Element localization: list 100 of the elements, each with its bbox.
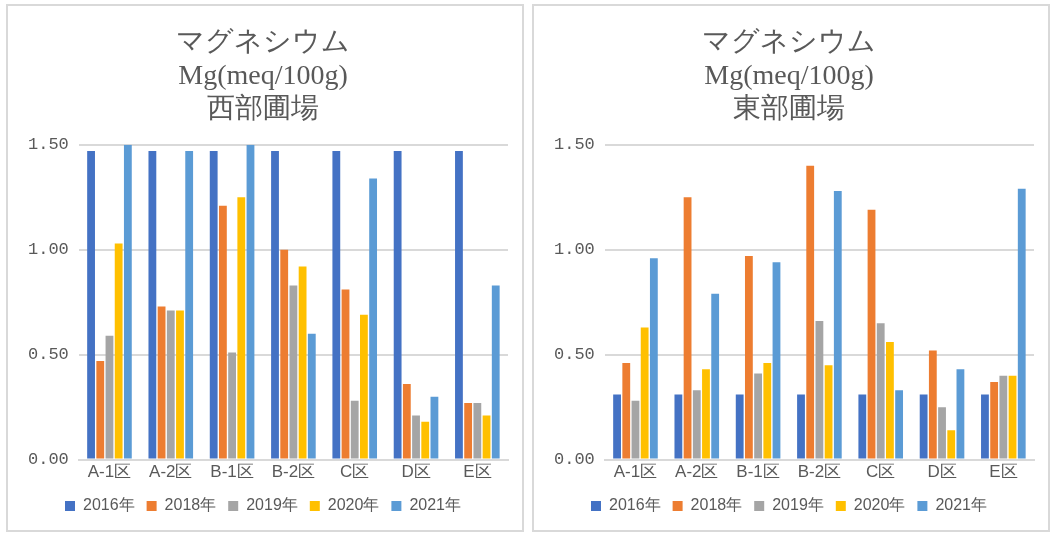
x-tick-label: C区 bbox=[340, 462, 370, 482]
x-tick-label: B-1区 bbox=[736, 462, 780, 482]
bar bbox=[157, 306, 166, 459]
bar bbox=[999, 375, 1008, 459]
x-tick-label: E区 bbox=[989, 462, 1018, 482]
bar bbox=[981, 394, 989, 459]
bar bbox=[491, 285, 500, 459]
bar bbox=[289, 285, 298, 459]
x-tick-label: D区 bbox=[927, 462, 957, 482]
y-tick-label: 0.50 bbox=[553, 345, 595, 365]
bar bbox=[772, 262, 781, 459]
bar bbox=[360, 314, 368, 459]
bar bbox=[332, 151, 341, 459]
x-tick-label: E区 bbox=[463, 462, 492, 482]
y-tick-label: 1.50 bbox=[27, 135, 69, 155]
bar bbox=[455, 151, 463, 459]
legend-label: 2019年 bbox=[772, 496, 824, 514]
bar bbox=[876, 323, 885, 459]
bar bbox=[702, 369, 710, 459]
bar bbox=[754, 373, 762, 459]
legend-label: 2016年 bbox=[83, 496, 135, 514]
bar bbox=[928, 350, 937, 459]
x-tick-label: A-1区 bbox=[87, 462, 132, 482]
x-tick-label: A-2区 bbox=[675, 462, 719, 482]
bar bbox=[350, 400, 359, 459]
y-tick-label: 1.00 bbox=[553, 240, 595, 260]
bar bbox=[402, 384, 411, 459]
bar bbox=[87, 151, 95, 459]
legend-label: 2020年 bbox=[327, 496, 380, 514]
bar bbox=[806, 165, 815, 459]
legend-label: 2019年 bbox=[246, 496, 298, 514]
bar bbox=[640, 327, 649, 459]
bar bbox=[209, 151, 218, 459]
x-tick-label: A-2区 bbox=[149, 462, 193, 482]
y-tick-label: 1.50 bbox=[553, 135, 595, 155]
bar bbox=[956, 369, 965, 459]
bar bbox=[692, 390, 701, 459]
chart-title: マグネシウム Mg(meq/100g) 西部圃場 bbox=[176, 25, 350, 124]
bar bbox=[421, 421, 430, 459]
legend-label: 2020年 bbox=[853, 496, 906, 514]
bar bbox=[867, 209, 876, 459]
bar bbox=[744, 256, 753, 459]
y-tick-label: 1.00 bbox=[27, 240, 69, 260]
bar bbox=[148, 151, 157, 459]
bar bbox=[815, 321, 824, 459]
x-tick-label: A-1区 bbox=[613, 462, 658, 482]
y-tick-label: 0.00 bbox=[553, 450, 595, 470]
bar bbox=[185, 151, 194, 459]
x-tick-label: B-1区 bbox=[210, 462, 254, 482]
bar bbox=[858, 394, 867, 459]
bar bbox=[947, 430, 956, 459]
bar bbox=[280, 249, 289, 459]
legend-label: 2016年 bbox=[609, 496, 661, 514]
bar bbox=[711, 293, 720, 459]
y-tick-label: 0.00 bbox=[27, 450, 69, 470]
bar bbox=[1008, 375, 1017, 459]
x-tick-label: B-2区 bbox=[271, 462, 316, 482]
chart-title: マグネシウム Mg(meq/100g) 東部圃場 bbox=[702, 25, 876, 124]
bar bbox=[114, 243, 123, 459]
bar bbox=[412, 415, 420, 459]
bar bbox=[473, 402, 482, 459]
bar bbox=[919, 394, 928, 459]
bar bbox=[613, 394, 621, 459]
bar bbox=[683, 197, 692, 459]
bar bbox=[833, 190, 842, 459]
x-tick-label: B-2区 bbox=[797, 462, 842, 482]
bar bbox=[228, 352, 236, 459]
bar bbox=[237, 197, 246, 459]
bar bbox=[824, 365, 833, 459]
bar bbox=[895, 390, 904, 459]
bar bbox=[123, 144, 132, 459]
bar bbox=[307, 333, 316, 459]
bar bbox=[369, 178, 378, 459]
y-tick-label: 0.50 bbox=[27, 345, 69, 365]
bar bbox=[631, 400, 640, 459]
legend-label: 2021年 bbox=[935, 496, 987, 514]
legend-label: 2021年 bbox=[409, 496, 461, 514]
bar bbox=[341, 289, 350, 459]
bar bbox=[166, 310, 175, 459]
bar bbox=[735, 394, 744, 459]
bar bbox=[96, 360, 105, 459]
legend-label: 2018年 bbox=[164, 496, 217, 514]
bar bbox=[298, 266, 307, 459]
bar bbox=[271, 151, 279, 459]
bar bbox=[176, 310, 184, 459]
bar bbox=[430, 396, 439, 459]
x-tick-label: C区 bbox=[866, 462, 896, 482]
bar bbox=[674, 394, 683, 459]
bar bbox=[938, 407, 946, 459]
bar bbox=[886, 342, 894, 459]
bar bbox=[797, 394, 805, 459]
bar bbox=[464, 402, 473, 459]
bar bbox=[393, 151, 402, 459]
bar bbox=[105, 335, 114, 459]
bar bbox=[622, 363, 631, 459]
bar bbox=[218, 205, 227, 459]
legend-label: 2018年 bbox=[690, 496, 743, 514]
bar bbox=[246, 144, 255, 459]
x-tick-label: D区 bbox=[401, 462, 431, 482]
bar bbox=[763, 363, 772, 459]
